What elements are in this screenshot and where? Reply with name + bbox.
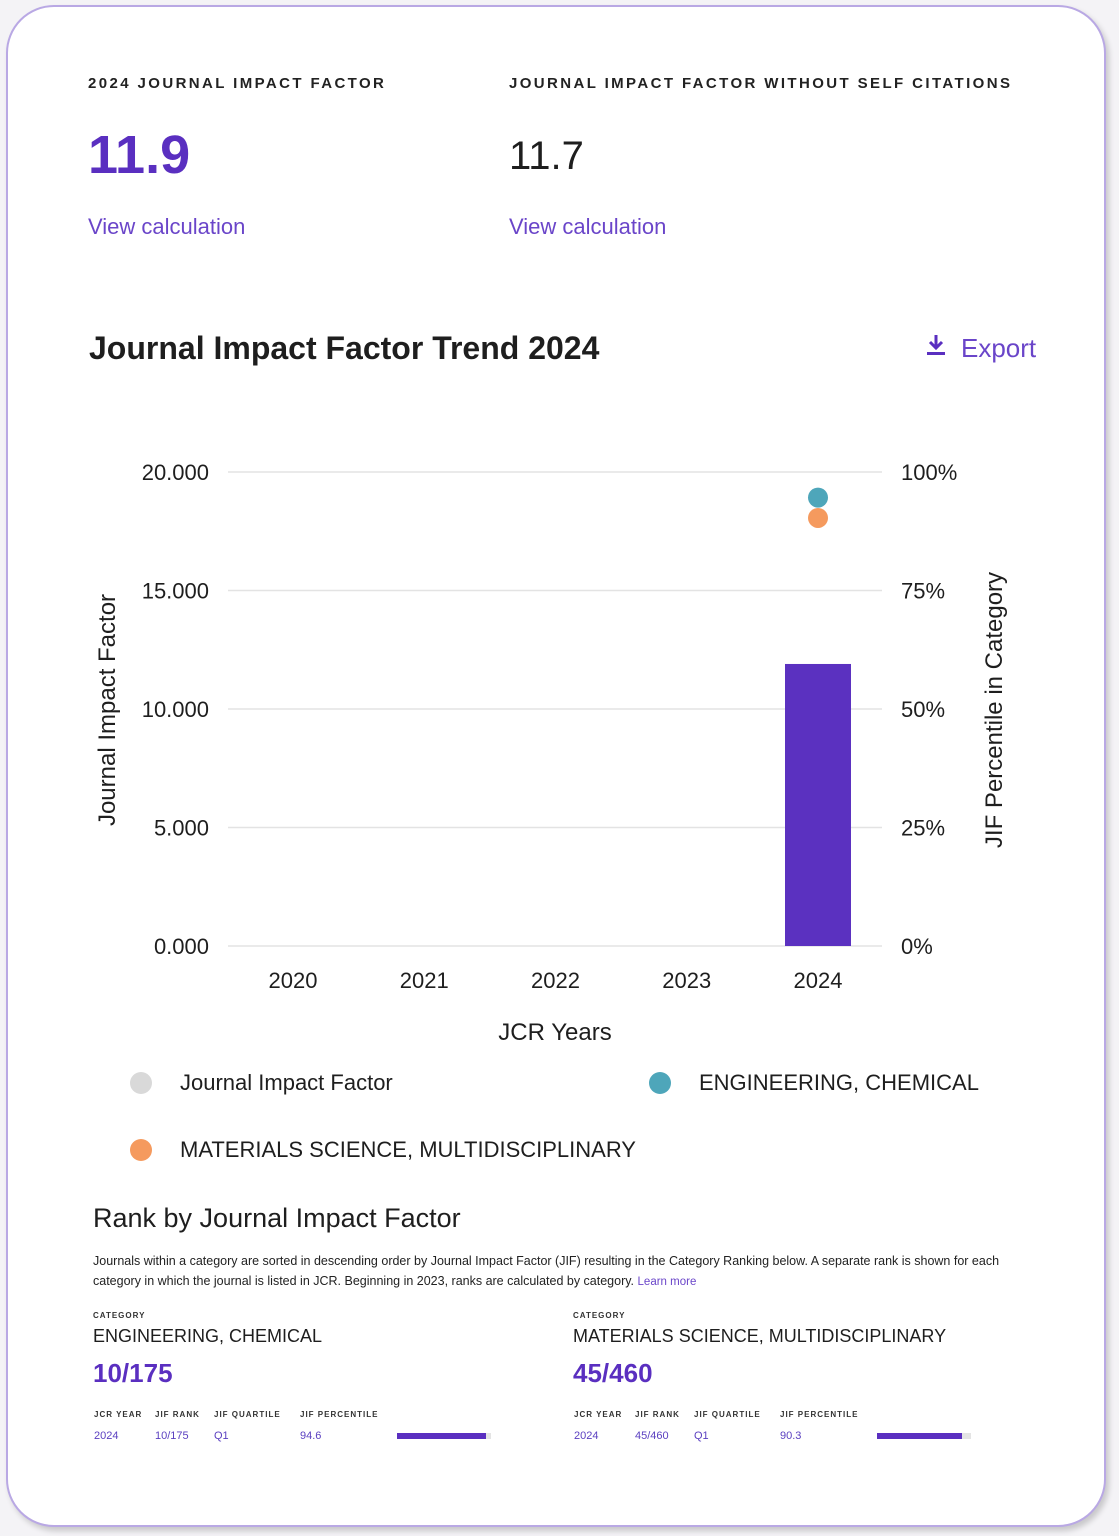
chart-right-axis-ticks: 0% 25% 50% 75% 100% — [901, 460, 957, 959]
chart-left-axis-ticks: 0.000 5.000 10.000 15.000 20.000 — [142, 460, 209, 959]
col-header-jif-quartile: JIF QUARTILE — [694, 1410, 761, 1419]
export-label: Export — [961, 333, 1037, 363]
chart-points — [808, 487, 828, 528]
row-jcr-year: 2024 — [94, 1430, 119, 1442]
legend-label: Journal Impact Factor — [180, 1070, 393, 1095]
x-axis-tick-label: 2023 — [662, 968, 711, 993]
chart-right-axis-title: JIF Percentile in Category — [981, 572, 1008, 848]
category-rank: 45/460 — [573, 1358, 653, 1388]
jif-no-self-view-calculation-link[interactable]: View calculation — [509, 214, 667, 239]
percentile-bar-fill — [397, 1433, 486, 1439]
category-name: ENGINEERING, CHEMICAL — [93, 1326, 323, 1346]
col-header-jif-rank: JIF RANK — [155, 1410, 200, 1419]
legend-item-materials-science[interactable]: MATERIALS SCIENCE, MULTIDISCIPLINARY — [130, 1137, 636, 1163]
legend-item-engineering-chemical[interactable]: ENGINEERING, CHEMICAL — [649, 1070, 979, 1096]
legend-label: MATERIALS SCIENCE, MULTIDISCIPLINARY — [180, 1137, 636, 1162]
percentile-bar — [877, 1433, 971, 1439]
right-axis-tick-label: 100% — [901, 460, 957, 485]
trend-title: Journal Impact Factor Trend 2024 — [89, 330, 600, 366]
col-header-jcr-year: JCR YEAR — [574, 1410, 623, 1419]
col-header-jcr-year: JCR YEAR — [94, 1410, 143, 1419]
jif-trend-chart: 0.000 5.000 10.000 15.000 20.000 0% 25% 50% 75%… — [94, 460, 1008, 1046]
row-jif-quartile: Q1 — [694, 1430, 709, 1442]
point-materials-science-multidisciplinary-2024 — [808, 507, 828, 528]
col-header-jif-rank: JIF RANK — [635, 1410, 680, 1419]
jif-view-calculation-link[interactable]: View calculation — [88, 214, 246, 239]
legend-swatch — [649, 1072, 671, 1094]
row-jif-quartile: Q1 — [214, 1430, 229, 1442]
chart-gridlines — [228, 471, 882, 947]
left-axis-tick-label: 0.000 — [154, 934, 209, 959]
left-axis-tick-label: 5.000 — [154, 816, 209, 841]
bar-2024 — [785, 663, 851, 946]
right-axis-tick-label: 75% — [901, 579, 945, 604]
legend-swatch — [130, 1139, 152, 1161]
percentile-bar-fill — [877, 1433, 962, 1439]
learn-more-link[interactable]: Learn more — [637, 1276, 697, 1288]
right-axis-tick-label: 25% — [901, 816, 945, 841]
left-axis-tick-label: 15.000 — [142, 579, 209, 604]
category-overline: CATEGORY — [573, 1311, 626, 1320]
category-overline: CATEGORY — [93, 1311, 146, 1320]
x-axis-tick-label: 2024 — [794, 968, 843, 993]
left-axis-tick-label: 20.000 — [142, 460, 209, 485]
journal-metrics-card — [6, 5, 1106, 1527]
right-axis-tick-label: 50% — [901, 697, 945, 722]
legend-label: ENGINEERING, CHEMICAL — [699, 1070, 979, 1095]
row-jif-rank: 45/460 — [635, 1430, 669, 1442]
col-header-jif-quartile: JIF QUARTILE — [214, 1410, 281, 1419]
chart-left-axis-title: Journal Impact Factor — [94, 594, 121, 826]
x-axis-tick-label: 2021 — [400, 968, 449, 993]
rank-description: Journals within a category are sorted in… — [93, 1251, 1003, 1292]
jif-no-self-value: 11.7 — [509, 134, 584, 178]
chart-x-axis-ticks: 2020 2021 2022 2023 2024 — [269, 968, 843, 993]
chart-bars — [785, 663, 851, 946]
percentile-bar — [397, 1433, 491, 1439]
x-axis-tick-label: 2022 — [531, 968, 580, 993]
download-icon — [925, 333, 947, 364]
point-engineering-chemical-2024 — [808, 487, 828, 508]
left-axis-tick-label: 10.000 — [142, 697, 209, 722]
row-jif-percentile: 90.3 — [780, 1430, 802, 1442]
x-axis-tick-label: 2020 — [269, 968, 318, 993]
category-rank: 10/175 — [93, 1358, 173, 1388]
col-header-jif-percentile: JIF PERCENTILE — [300, 1410, 379, 1419]
legend-item-jif[interactable]: Journal Impact Factor — [130, 1070, 393, 1096]
jif-label: 2024 JOURNAL IMPACT FACTOR — [88, 75, 387, 92]
row-jif-percentile: 94.6 — [300, 1430, 322, 1442]
col-header-jif-percentile: JIF PERCENTILE — [780, 1410, 859, 1419]
export-button[interactable]: Export — [925, 333, 1036, 364]
chart-x-axis-title: JCR Years — [498, 1019, 611, 1046]
right-axis-tick-label: 0% — [901, 934, 933, 959]
rank-title: Rank by Journal Impact Factor — [93, 1203, 461, 1233]
legend-swatch — [130, 1072, 152, 1094]
rank-description-text: Journals within a category are sorted in… — [93, 1254, 1000, 1288]
jif-no-self-label: JOURNAL IMPACT FACTOR WITHOUT SELF CITAT… — [509, 75, 1013, 92]
row-jcr-year: 2024 — [574, 1430, 599, 1442]
row-jif-rank: 10/175 — [155, 1430, 189, 1442]
jif-value: 11.9 — [88, 125, 191, 185]
category-name: MATERIALS SCIENCE, MULTIDISCIPLINARY — [573, 1326, 947, 1346]
